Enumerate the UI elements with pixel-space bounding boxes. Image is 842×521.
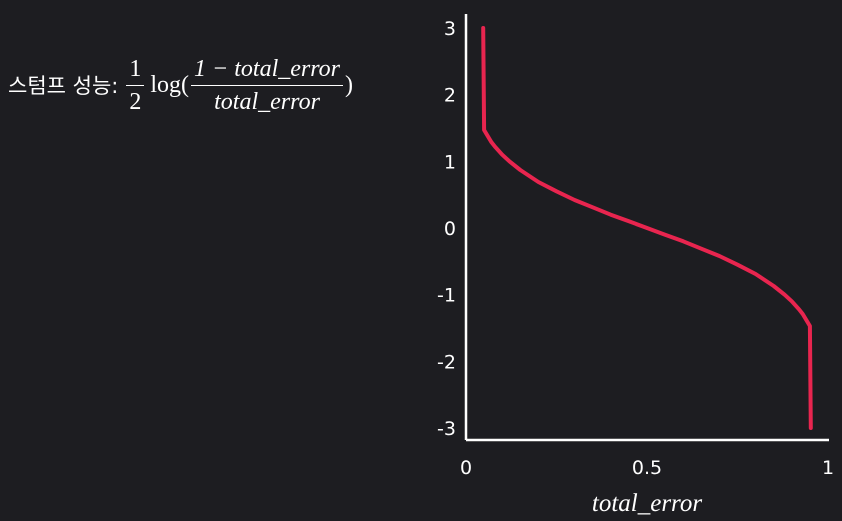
- formula-coefficient: 1 2: [126, 55, 145, 116]
- x-tick-label: 0.5: [632, 457, 662, 479]
- coefficient-fraction-bar: [126, 84, 145, 86]
- coefficient-denominator: 2: [129, 88, 142, 115]
- x-tick-label: 1: [822, 457, 834, 479]
- x-tick-labels: 0 0.5 1: [460, 457, 834, 479]
- formula: 스텀프 성능: 1 2 log( 1 − total_error total_e…: [8, 50, 353, 120]
- y-tick-label: -3: [437, 418, 456, 440]
- argument-fraction-bar: [191, 84, 344, 86]
- y-tick-label: 2: [444, 85, 456, 107]
- formula-log-function: log(: [150, 71, 190, 98]
- coefficient-numerator: 1: [129, 55, 142, 82]
- formula-label: 스텀프 성능:: [8, 74, 119, 98]
- formula-argument: 1 − total_error total_error: [191, 55, 344, 116]
- y-tick-label: 1: [444, 151, 456, 173]
- series-line: [481, 26, 813, 430]
- y-tick-label: -1: [437, 285, 456, 307]
- y-tick-label: 3: [444, 18, 456, 40]
- x-tick-label: 0: [460, 457, 472, 479]
- argument-denominator: total_error: [214, 88, 320, 115]
- y-tick-label: 0: [444, 218, 456, 240]
- formula-close-paren: ): [345, 71, 354, 98]
- x-axis-title: total_error: [592, 490, 702, 517]
- argument-numerator: 1 − total_error: [194, 55, 341, 82]
- y-tick-label: -2: [437, 351, 456, 373]
- y-tick-labels: 3 2 1 0 -1 -2 -3: [437, 18, 456, 440]
